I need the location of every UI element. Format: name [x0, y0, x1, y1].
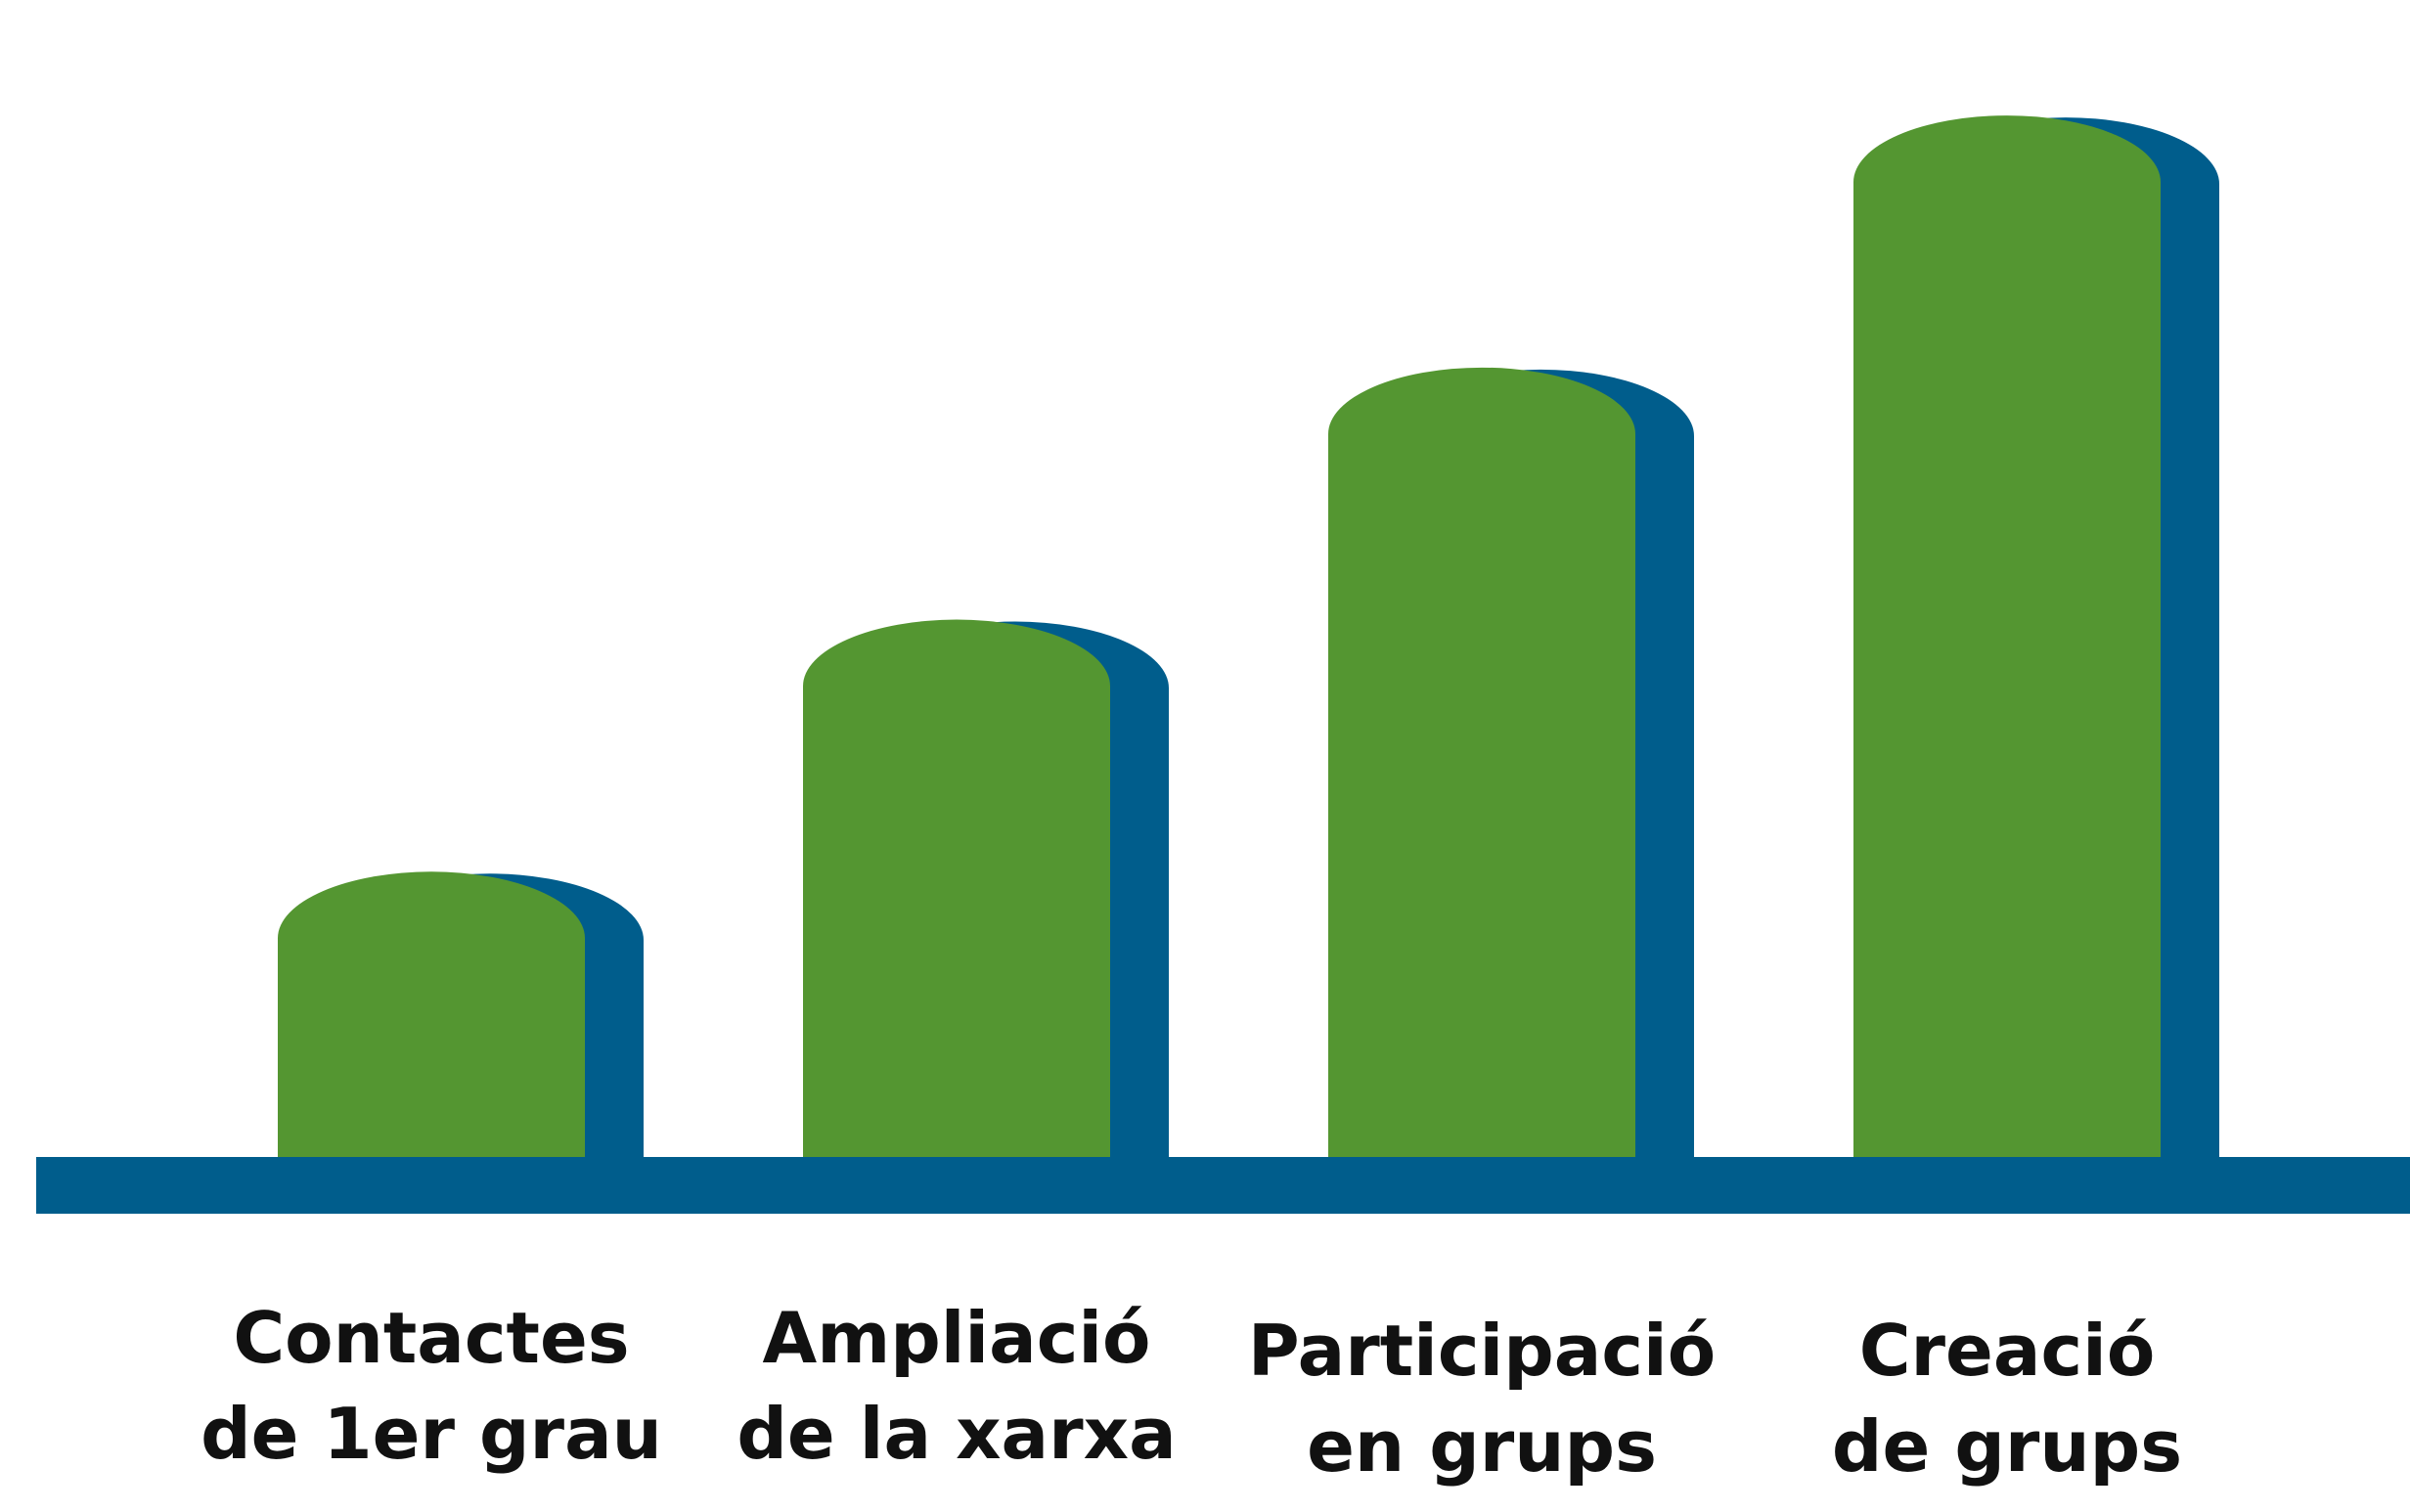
bar-3: [1328, 367, 1635, 1160]
category-label-3-line-2: en grups: [1307, 1405, 1657, 1488]
bar-2: [803, 619, 1110, 1160]
category-label-3-line-1: Participació: [1248, 1310, 1716, 1392]
category-label-2-line-1: Ampliació: [762, 1297, 1150, 1379]
category-label-4-line-2: de grups: [1832, 1405, 2182, 1488]
category-label-4-line-1: Creació: [1859, 1310, 2156, 1392]
bar-1: [278, 871, 585, 1160]
category-label-1-line-2: de 1er grau: [201, 1393, 662, 1475]
category-labels: Contactes de 1er grau Ampliació de la xarxa…: [201, 1297, 2182, 1488]
category-label-1-line-1: Contactes: [233, 1297, 629, 1379]
bars-group: [278, 115, 2219, 1160]
chart-baseline: [36, 1157, 2410, 1214]
bar-4: [1853, 115, 2161, 1160]
category-label-2-line-2: de la xarxa: [736, 1393, 1176, 1475]
